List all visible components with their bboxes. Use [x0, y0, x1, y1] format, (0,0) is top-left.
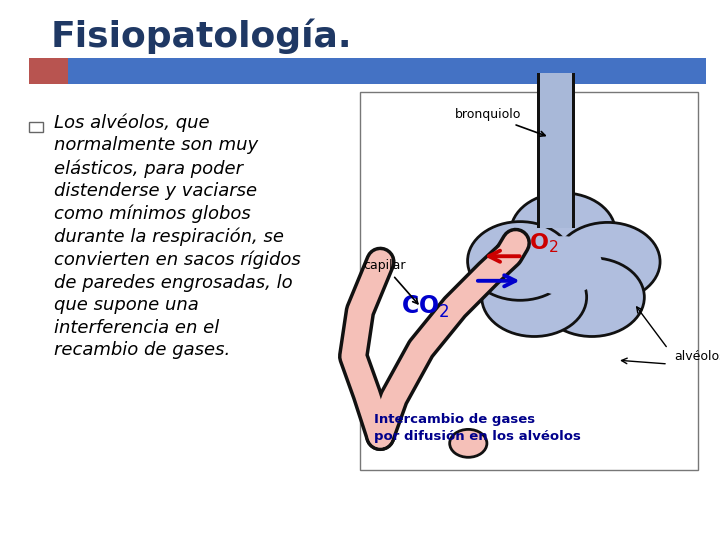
Text: Fisiopatología.: Fisiopatología.: [50, 19, 352, 55]
Text: O$_2$: O$_2$: [529, 231, 559, 255]
Text: CO$_2$: CO$_2$: [400, 294, 449, 320]
Text: bronquiolo: bronquiolo: [455, 108, 545, 136]
FancyBboxPatch shape: [540, 73, 572, 228]
Circle shape: [539, 258, 644, 336]
Circle shape: [450, 429, 487, 457]
Text: Intercambio de gases
por difusión en los alvéolos: Intercambio de gases por difusión en los…: [374, 413, 580, 443]
Circle shape: [482, 258, 587, 336]
FancyBboxPatch shape: [68, 58, 706, 84]
Circle shape: [555, 222, 660, 301]
Text: Los alvéolos, que
normalmente son muy
elásticos, para poder
distenderse y vaciar: Los alvéolos, que normalmente son muy el…: [54, 113, 301, 359]
Circle shape: [523, 236, 603, 295]
Text: capilar: capilar: [364, 259, 418, 304]
FancyBboxPatch shape: [360, 92, 698, 470]
FancyBboxPatch shape: [537, 73, 575, 228]
Circle shape: [467, 221, 572, 300]
Circle shape: [510, 193, 616, 272]
Text: alvéolos: alvéolos: [675, 350, 720, 363]
FancyBboxPatch shape: [29, 58, 68, 84]
